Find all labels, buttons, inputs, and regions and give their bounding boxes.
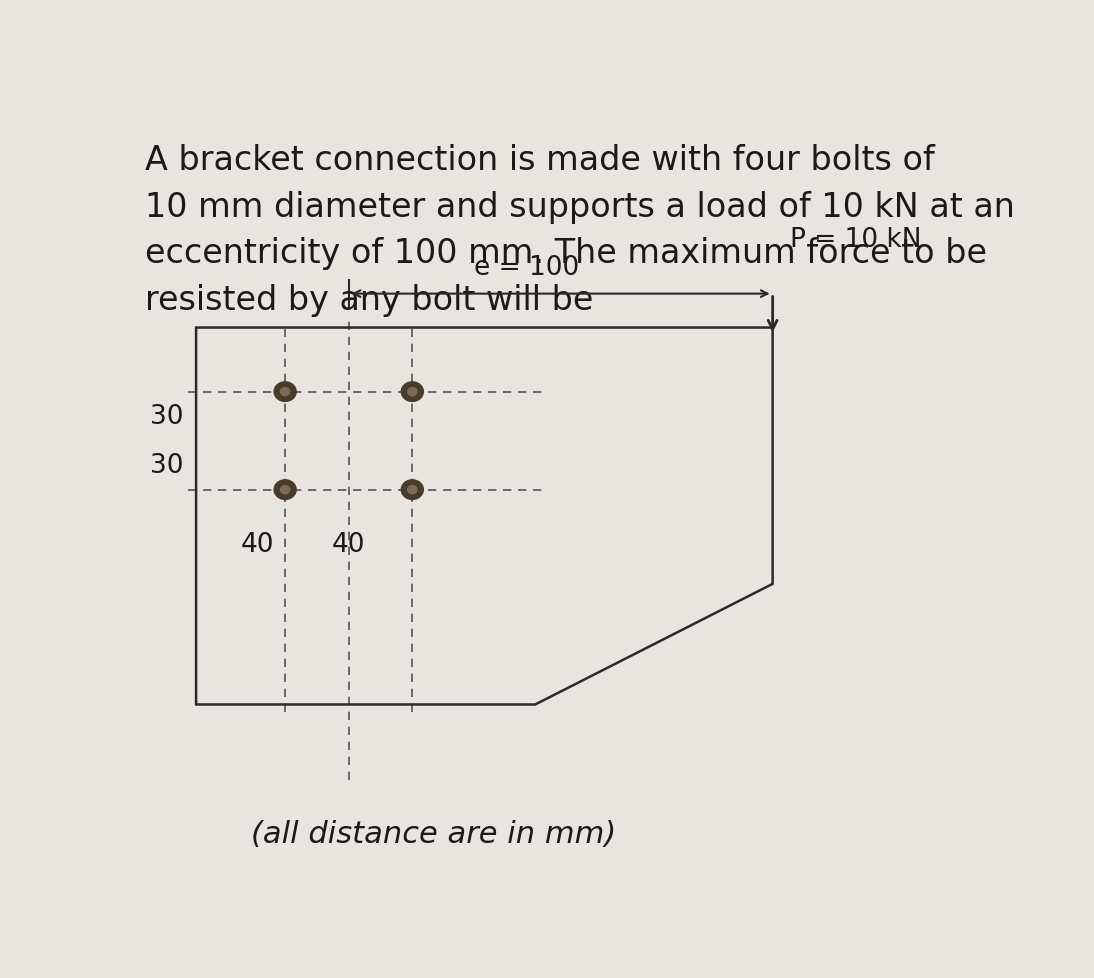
Text: 10 mm diameter and supports a load of 10 kN at an: 10 mm diameter and supports a load of 10… [146, 191, 1015, 223]
Circle shape [280, 388, 290, 396]
Text: resisted by any bolt will be: resisted by any bolt will be [146, 284, 594, 317]
Text: A bracket connection is made with four bolts of: A bracket connection is made with four b… [146, 144, 935, 177]
Circle shape [401, 480, 423, 500]
Text: eccentricity of 100 mm. The maximum force to be: eccentricity of 100 mm. The maximum forc… [146, 237, 987, 270]
Circle shape [408, 388, 417, 396]
Text: P = 10 kN: P = 10 kN [790, 227, 921, 253]
Circle shape [275, 480, 296, 500]
Circle shape [408, 486, 417, 494]
Circle shape [280, 486, 290, 494]
Text: (all distance are in mm): (all distance are in mm) [251, 819, 616, 848]
Circle shape [401, 382, 423, 402]
Text: 30: 30 [150, 404, 184, 429]
Text: 40: 40 [241, 532, 275, 557]
Text: 40: 40 [331, 532, 365, 557]
Circle shape [275, 382, 296, 402]
Text: 30: 30 [150, 453, 184, 478]
Text: e = 100: e = 100 [474, 255, 580, 281]
